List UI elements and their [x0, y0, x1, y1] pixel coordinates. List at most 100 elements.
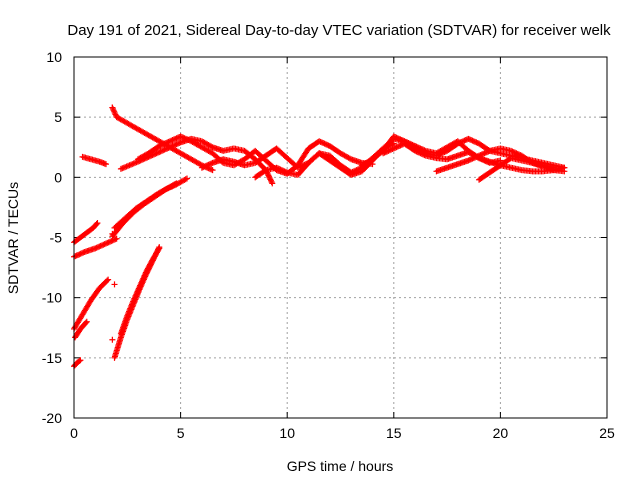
- data-point: [169, 143, 176, 150]
- x-tick-label: 0: [70, 425, 78, 441]
- data-point: [409, 146, 416, 153]
- data-point: [277, 166, 284, 173]
- data-point: [161, 146, 168, 153]
- data-point: [105, 239, 112, 246]
- data-point: [469, 137, 476, 144]
- data-point: [206, 142, 213, 149]
- data-point: [141, 200, 148, 207]
- data-point: [516, 151, 523, 158]
- data-point: [181, 177, 188, 184]
- data-point: [204, 162, 211, 169]
- data-point: [153, 150, 160, 157]
- data-point: [182, 135, 189, 142]
- data-point: [208, 166, 215, 173]
- data-point: [484, 171, 491, 178]
- data-point: [477, 152, 484, 159]
- data-point: [86, 155, 93, 162]
- data-point: [413, 148, 420, 155]
- data-point: [170, 136, 177, 143]
- data-point: [130, 207, 137, 214]
- data-point: [464, 157, 471, 164]
- data-point: [162, 140, 169, 147]
- data-point: [102, 240, 109, 247]
- data-point: [476, 152, 483, 159]
- data-point: [184, 136, 191, 143]
- data-point: [202, 162, 209, 169]
- x-tick-label: 5: [177, 425, 185, 441]
- data-point: [322, 141, 329, 148]
- data-point: [173, 141, 180, 148]
- data-point: [168, 137, 175, 144]
- data-point: [142, 130, 149, 137]
- data-point: [396, 135, 403, 142]
- data-point: [240, 147, 247, 154]
- data-point: [441, 149, 448, 156]
- data-point: [93, 244, 100, 251]
- y-tick-label: 10: [46, 49, 62, 65]
- data-point: [470, 138, 477, 145]
- data-point: [321, 140, 328, 147]
- data-point: [394, 135, 401, 142]
- data-point: [393, 144, 400, 151]
- data-point: [197, 137, 204, 144]
- data-point: [158, 141, 165, 148]
- data-point: [165, 144, 172, 151]
- plot-frame: [73, 56, 608, 419]
- data-point: [160, 141, 167, 148]
- data-point: [104, 239, 111, 246]
- data-point: [440, 149, 447, 156]
- data-point: [388, 146, 395, 153]
- data-point: [281, 152, 288, 159]
- data-point: [82, 319, 89, 326]
- data-point: [473, 139, 480, 146]
- data-point: [509, 148, 516, 155]
- data-point: [130, 298, 137, 305]
- data-point: [151, 192, 158, 199]
- y-tick-label: -20: [42, 410, 62, 426]
- data-point: [397, 142, 404, 149]
- data-point: [420, 151, 427, 158]
- data-point: [229, 158, 236, 165]
- data-point: [292, 162, 299, 169]
- data-point: [456, 140, 463, 147]
- data-point: [335, 148, 342, 155]
- data-point: [158, 147, 165, 154]
- data-point: [484, 149, 491, 156]
- data-point: [517, 157, 524, 164]
- data-point: [201, 163, 208, 170]
- data-point: [121, 118, 128, 125]
- data-point: [394, 143, 401, 150]
- data-point: [268, 179, 275, 186]
- data-point: [117, 335, 124, 342]
- data-point: [74, 251, 81, 258]
- data-point: [381, 149, 388, 156]
- data-point: [90, 245, 97, 252]
- data-point: [317, 138, 324, 145]
- data-point: [162, 146, 169, 153]
- data-point: [185, 137, 192, 144]
- data-point: [102, 278, 109, 285]
- axis-ticks: 0 5 10 15 20 25 -20 -15 -10 -5 0 5 10: [42, 49, 615, 441]
- data-point: [559, 168, 566, 175]
- data-point: [77, 250, 84, 257]
- data-point: [100, 241, 107, 248]
- data-point: [303, 148, 310, 155]
- grid-lines: [74, 57, 607, 418]
- data-point: [318, 139, 325, 146]
- data-point: [538, 161, 545, 168]
- data-point: [260, 154, 267, 161]
- data-point: [296, 164, 303, 171]
- data-point: [495, 157, 502, 164]
- data-point: [453, 153, 460, 160]
- data-point: [206, 161, 213, 168]
- data-point: [182, 176, 189, 183]
- y-tick-label: 5: [54, 109, 62, 125]
- data-point: [178, 134, 185, 141]
- data-point: [173, 135, 180, 142]
- data-point: [98, 242, 105, 249]
- data-point: [392, 144, 399, 151]
- x-tick-label: 10: [279, 425, 295, 441]
- data-point: [266, 173, 273, 180]
- data-point: [267, 177, 274, 184]
- series-arc-10: [476, 155, 557, 183]
